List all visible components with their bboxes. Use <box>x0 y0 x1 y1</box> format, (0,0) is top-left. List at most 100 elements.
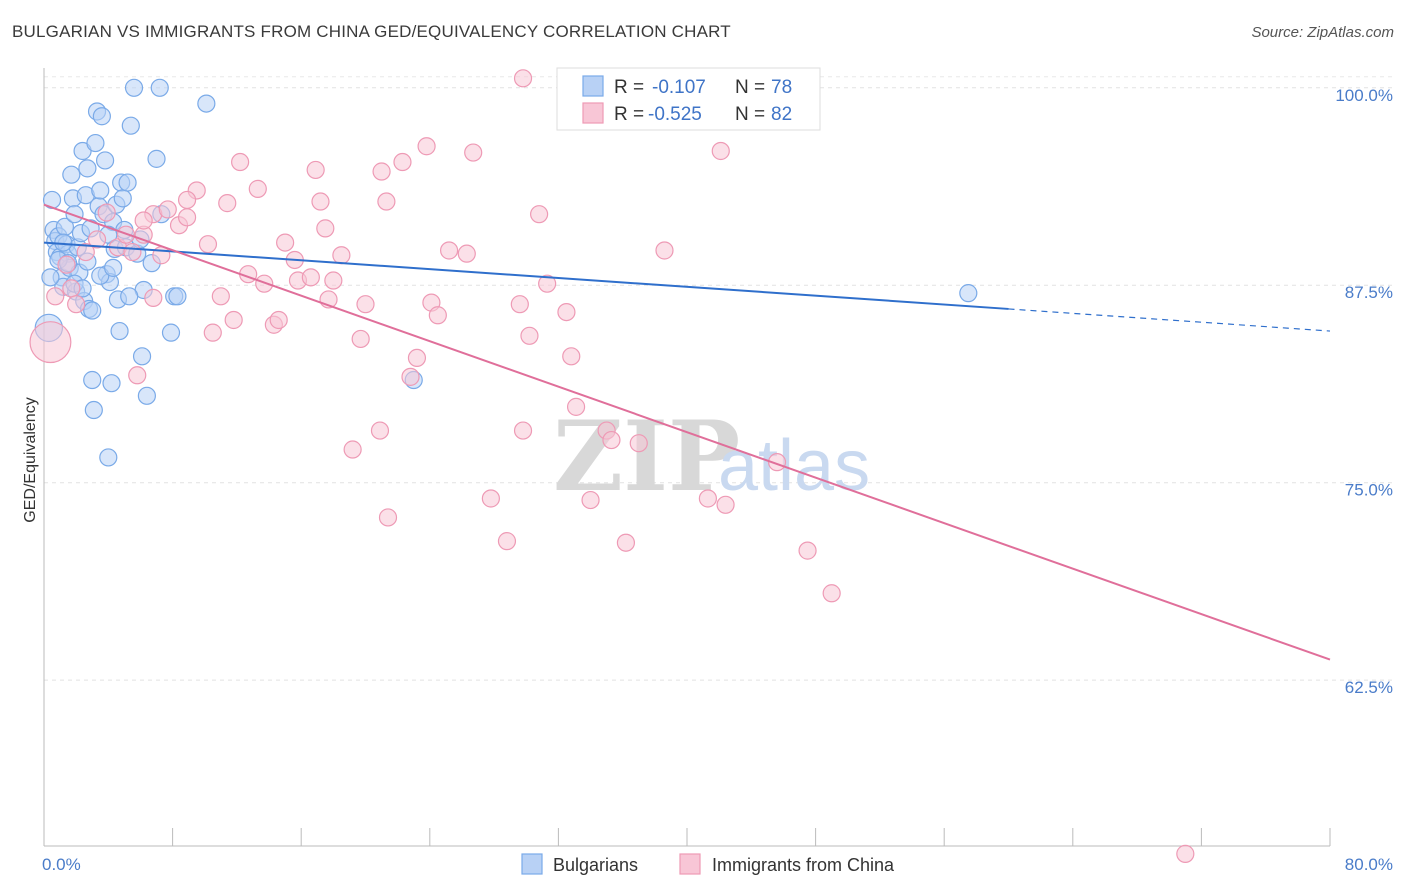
china-point-16 <box>134 211 153 230</box>
china-point-14 <box>128 366 147 385</box>
y-tick-label-3: 62.5% <box>1345 678 1393 697</box>
bulgarian-point-77 <box>41 268 60 287</box>
trend-lines <box>43 203 1331 661</box>
china-point-25 <box>218 194 237 213</box>
china-point-46 <box>372 162 391 181</box>
china-point-2 <box>57 255 76 274</box>
bulgarian-point-23 <box>78 159 97 178</box>
china-point-4 <box>67 295 86 314</box>
bulgarian-point-56 <box>147 149 166 168</box>
legend-swatch-china <box>679 853 701 875</box>
china-point-23 <box>203 323 222 342</box>
china-point-75 <box>655 241 674 260</box>
bulgarian-point-31 <box>91 181 110 200</box>
china-point-57 <box>464 143 483 162</box>
china-point-54 <box>428 306 447 325</box>
china-point-top-1 <box>513 69 533 88</box>
y-axis-title: GED/Equivalency <box>22 397 39 522</box>
china-point-72 <box>602 430 621 450</box>
china-trend-line <box>43 203 1331 661</box>
bulgarian-point-45 <box>113 189 132 208</box>
bulgarian-point-55 <box>150 78 169 97</box>
china-point-52 <box>417 137 436 156</box>
bulgarian-point-58 <box>161 323 181 342</box>
china-point-63 <box>520 326 539 345</box>
china-point-47 <box>370 421 390 440</box>
china-point-73 <box>616 533 636 552</box>
bulgarian-point-47 <box>121 116 140 135</box>
bulgarian-point-76 <box>104 258 123 277</box>
china-point-33 <box>276 233 295 252</box>
bulgarian-point-53 <box>120 287 139 306</box>
stats-swatch-bulgarians <box>582 75 604 97</box>
china-point-68 <box>566 397 586 416</box>
stats-swatch-china <box>582 102 604 124</box>
china-point-48 <box>377 192 396 211</box>
china-point-81 <box>822 584 841 603</box>
china-point-42 <box>332 246 351 265</box>
data-points <box>29 67 1195 863</box>
china-point-62 <box>513 421 533 440</box>
bulgarian-trend-extension <box>1008 308 1331 332</box>
bulgarian-point-36 <box>99 448 118 467</box>
china-point-6 <box>87 230 107 249</box>
bulgarian-point-63 <box>168 287 187 306</box>
bulgarian-point-26 <box>83 370 102 390</box>
china-point-59 <box>378 508 398 527</box>
stats-r-label-2: R = <box>614 104 644 125</box>
stats-n-value-1: 78 <box>771 77 792 98</box>
china-point-27 <box>231 152 250 172</box>
legend-swatch-bulgarians <box>521 853 543 875</box>
china-point-61 <box>510 295 529 314</box>
china-point-3 <box>62 279 81 298</box>
china-point-60 <box>497 532 517 551</box>
china-point-56 <box>457 244 476 263</box>
x-tick-label-0: 0.0% <box>42 855 81 874</box>
china-point-43 <box>343 440 362 459</box>
china-point-1 <box>46 287 65 306</box>
stats-n-value-2: 82 <box>771 104 792 125</box>
china-point-55 <box>439 241 459 260</box>
china-point-50 <box>401 367 420 386</box>
stats-r-label-1: R = <box>614 77 644 98</box>
bulgarian-point-48 <box>124 78 144 97</box>
china-point-29 <box>248 179 267 198</box>
stats-n-label-2: N = <box>735 104 765 125</box>
china-point-78 <box>716 495 735 514</box>
china-point-37 <box>306 160 325 180</box>
y-tick-label-2: 75.0% <box>1345 481 1393 500</box>
bulgarian-point-32 <box>92 107 111 126</box>
bulgarian-point-49 <box>132 347 152 366</box>
china-point-58 <box>481 489 500 508</box>
tick-labels: 100.0% 87.5% 75.0% 62.5% 0.0% 80.0% <box>42 86 1393 874</box>
china-point-22 <box>198 235 218 254</box>
china-point-outlier <box>1176 844 1195 863</box>
x-tick-label-1: 80.0% <box>1345 855 1393 874</box>
china-point-74 <box>629 434 648 453</box>
stats-r-value-1: -0.107 <box>652 77 706 98</box>
china-point-5 <box>76 242 95 262</box>
bulgarian-point-13 <box>62 165 81 184</box>
bulgarian-point-34 <box>95 151 115 170</box>
china-point-30 <box>255 274 274 293</box>
bulgarian-point-28 <box>86 133 105 153</box>
legend-label-bulgarians: Bulgarians <box>553 855 638 875</box>
china-point-21 <box>177 190 197 210</box>
china-point-26 <box>224 310 243 330</box>
watermark-atlas: atlas <box>718 426 870 506</box>
china-point-76 <box>698 489 717 508</box>
china-point-10 <box>123 242 142 262</box>
china-point-41 <box>324 271 343 290</box>
china-point-24 <box>211 287 230 306</box>
china-point-67 <box>562 347 581 366</box>
china-point-17 <box>158 200 177 219</box>
china-point-32 <box>269 310 288 330</box>
china-point-69 <box>581 490 600 510</box>
stats-r-value-2: -0.525 <box>648 104 702 125</box>
china-point-38 <box>311 192 330 211</box>
y-tick-label-1: 87.5% <box>1345 283 1393 302</box>
china-point-64 <box>530 205 549 224</box>
china-point-15 <box>144 288 163 307</box>
china-point-44 <box>356 295 375 314</box>
